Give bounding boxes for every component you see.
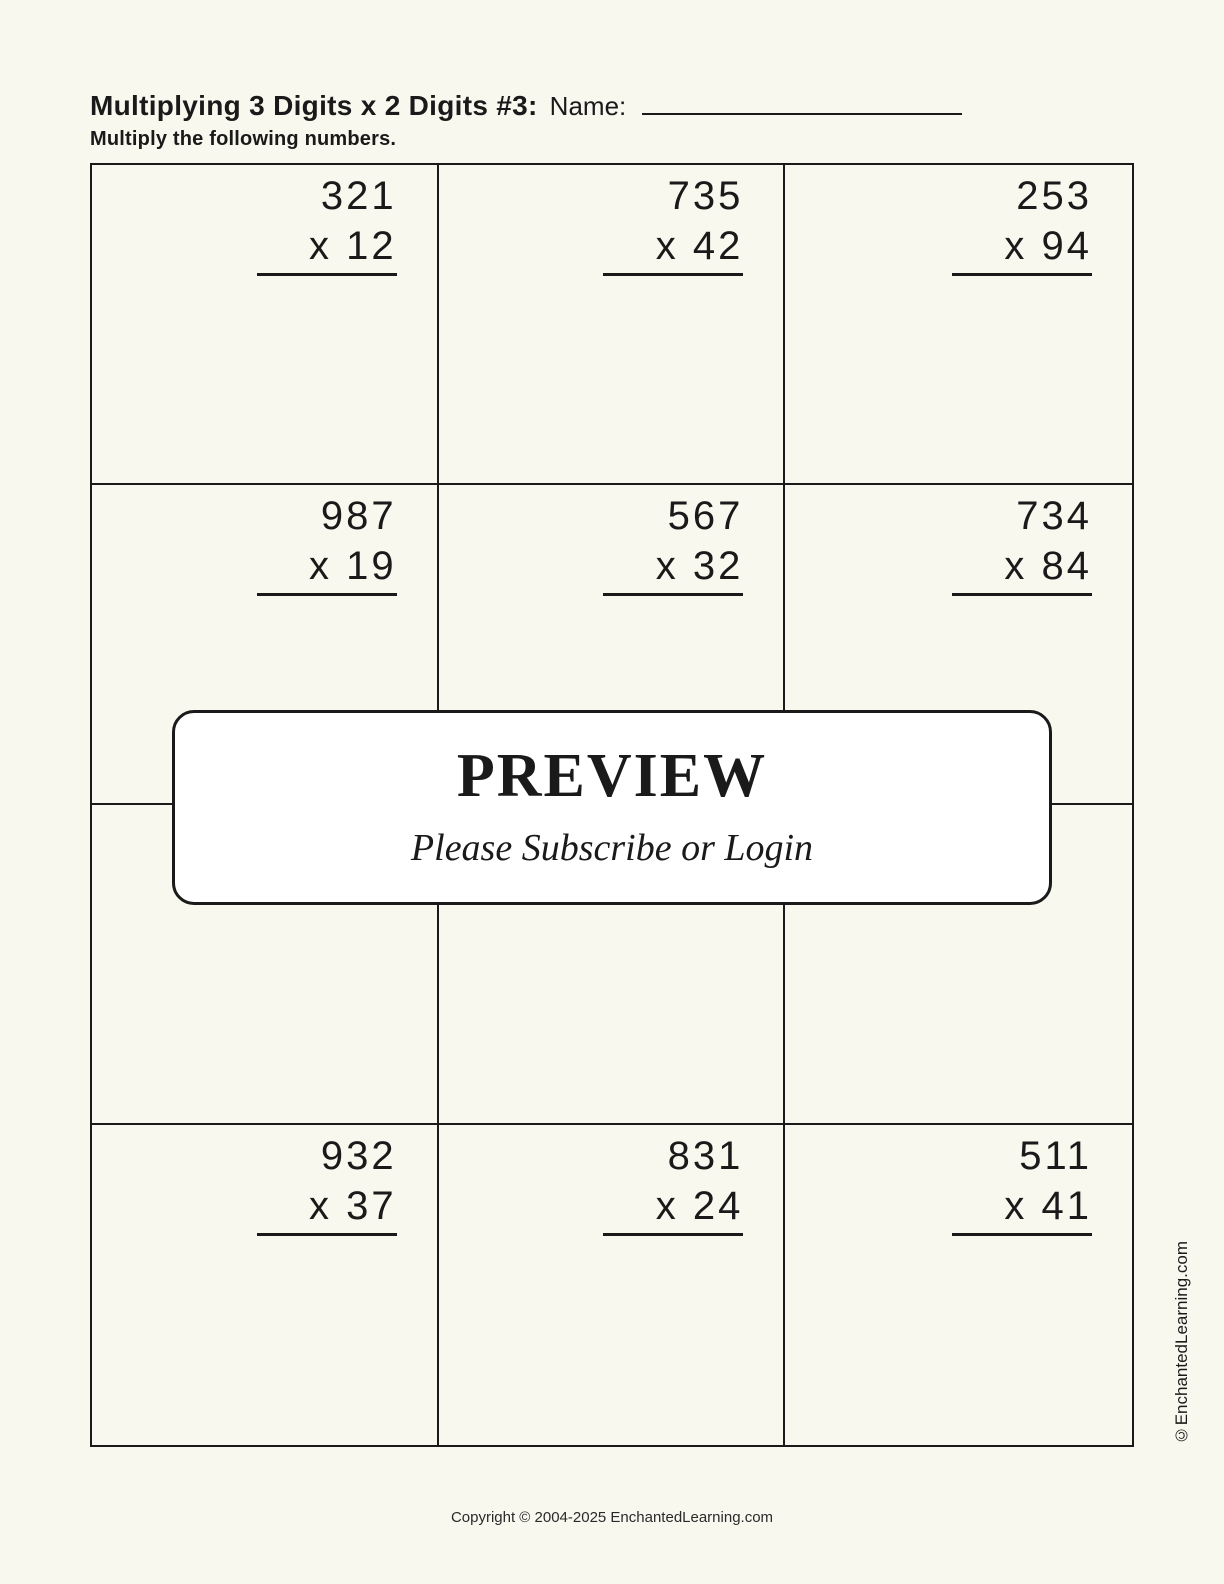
multiplicand: 987 — [257, 491, 397, 541]
problem-cell: 511 x 41 — [785, 1125, 1132, 1445]
preview-overlay: PREVIEW Please Subscribe or Login — [172, 710, 1052, 905]
multiplication-problem: 735 x 42 — [603, 171, 743, 276]
problem-cell: 932 x 37 — [92, 1125, 439, 1445]
multiplicand: 831 — [603, 1131, 743, 1181]
multiplier: x 12 — [257, 221, 397, 276]
multiplier: x 32 — [603, 541, 743, 596]
multiplicand: 511 — [952, 1131, 1092, 1181]
multiplier: x 94 — [952, 221, 1092, 276]
multiplication-problem: 321 x 12 — [257, 171, 397, 276]
problem-cell: 253 x 94 — [785, 165, 1132, 485]
multiplication-problem: 932 x 37 — [257, 1131, 397, 1236]
multiplication-problem: 253 x 94 — [952, 171, 1092, 276]
multiplicand: 734 — [952, 491, 1092, 541]
multiplicand: 253 — [952, 171, 1092, 221]
multiplication-problem: 734 x 84 — [952, 491, 1092, 596]
multiplier: x 41 — [952, 1181, 1092, 1236]
multiplier: x 37 — [257, 1181, 397, 1236]
multiplicand: 735 — [603, 171, 743, 221]
multiplier: x 24 — [603, 1181, 743, 1236]
multiplicand: 321 — [257, 171, 397, 221]
multiplication-problem: 567 x 32 — [603, 491, 743, 596]
multiplication-problem: 511 x 41 — [952, 1131, 1092, 1236]
multiplicand: 567 — [603, 491, 743, 541]
multiplicand: 932 — [257, 1131, 397, 1181]
multiplier: x 42 — [603, 221, 743, 276]
name-label: Name: — [550, 91, 627, 122]
multiplier: x 19 — [257, 541, 397, 596]
problem-cell: 831 x 24 — [439, 1125, 786, 1445]
overlay-title: PREVIEW — [195, 741, 1029, 812]
problem-cell: 321 x 12 — [92, 165, 439, 485]
header-row: Multiplying 3 Digits x 2 Digits #3: Name… — [90, 90, 1134, 122]
worksheet-title: Multiplying 3 Digits x 2 Digits #3: — [90, 90, 538, 122]
name-input-line[interactable] — [642, 91, 962, 115]
overlay-subtitle: Please Subscribe or Login — [195, 826, 1029, 870]
worksheet-subtitle: Multiply the following numbers. — [90, 128, 1134, 151]
multiplication-problem: 831 x 24 — [603, 1131, 743, 1236]
multiplication-problem: 987 x 19 — [257, 491, 397, 596]
copyright-text: Copyright © 2004-2025 EnchantedLearning.… — [451, 1509, 773, 1526]
multiplier: x 84 — [952, 541, 1092, 596]
problem-cell: 735 x 42 — [439, 165, 786, 485]
side-credit-text: ©EnchantedLearning.com — [1172, 1241, 1192, 1444]
